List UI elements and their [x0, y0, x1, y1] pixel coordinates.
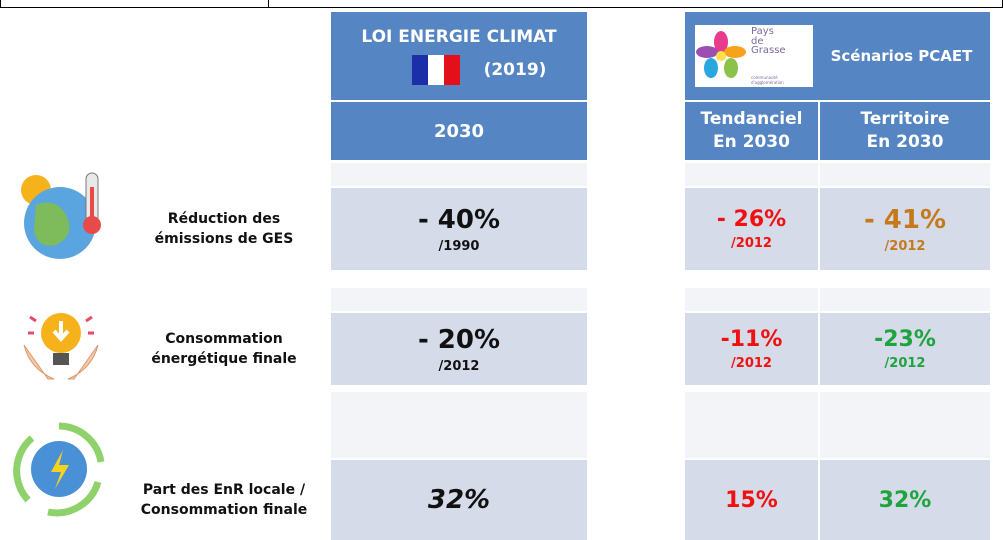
spacer-row [685, 288, 818, 311]
top-divider [268, 0, 269, 8]
spacer-row [331, 288, 587, 311]
reference: /2012 [731, 236, 772, 251]
logo-subtitle: communauté d'agglomération [751, 74, 784, 85]
value: - 40% [417, 204, 501, 235]
territoire-cell: - 41% /2012 [820, 188, 990, 270]
value: -23% [874, 327, 936, 352]
territoire-column: Territoire En 2030 [820, 102, 990, 160]
law-column: 2030 [331, 102, 587, 160]
spacer-row [820, 288, 990, 311]
climate-icon [21, 172, 101, 259]
value: - 20% [417, 324, 501, 355]
pcaet-title: Scénarios PCAET [830, 47, 973, 65]
energy-icon [23, 313, 99, 380]
spacer-row [331, 392, 587, 458]
reference: /2012 [884, 356, 926, 371]
law-cell: - 40% /1990 [331, 188, 587, 270]
spacer-row [820, 392, 990, 458]
row-label: Consommation énergétique finale [151, 330, 297, 367]
spacer-row [685, 163, 818, 186]
law-year-row: (2019) [411, 55, 547, 85]
law-title: LOI ENERGIE CLIMAT [361, 27, 557, 47]
value: 15% [725, 487, 778, 513]
reference: /1990 [438, 238, 480, 254]
logo: Pays de Grasse communauté d'agglomératio… [695, 25, 813, 87]
tendanciel-cell: - 26% /2012 [685, 188, 818, 270]
spacer-row [685, 392, 818, 458]
flag [411, 55, 460, 85]
renewable-icon [13, 422, 105, 517]
reference: /2012 [438, 358, 480, 374]
law-year: (2019) [483, 60, 547, 80]
logo-flower [696, 31, 746, 78]
value: - 26% [716, 207, 787, 232]
law-cell: - 20% /2012 [331, 313, 587, 385]
logo-name: Pays de Grasse [751, 26, 786, 57]
pcaet-header: Pays de Grasse communauté d'agglomératio… [685, 12, 990, 100]
tendanciel-cell: 15% [685, 460, 818, 540]
reference: /2012 [884, 238, 926, 254]
tendanciel-column: Tendanciel En 2030 [685, 102, 818, 160]
value: 32% [427, 485, 491, 515]
value: -11% [720, 327, 783, 352]
law-cell: 32% [331, 460, 587, 540]
spacer-row [820, 163, 990, 186]
row-label: Part des EnR locale / Consommation final… [140, 481, 308, 518]
territoire-cell: -23% /2012 [820, 313, 990, 385]
tendanciel-cell: -11% /2012 [685, 313, 818, 385]
spacer-row [331, 163, 587, 186]
law-header: LOI ENERGIE CLIMAT (2019) [331, 12, 587, 100]
top-border [0, 0, 1003, 8]
value: - 41% [863, 204, 947, 235]
territoire-cell: 32% [820, 460, 990, 540]
value: 32% [878, 487, 932, 513]
row-label: Réduction des émissions de GES [154, 210, 294, 247]
reference: /2012 [731, 356, 772, 371]
